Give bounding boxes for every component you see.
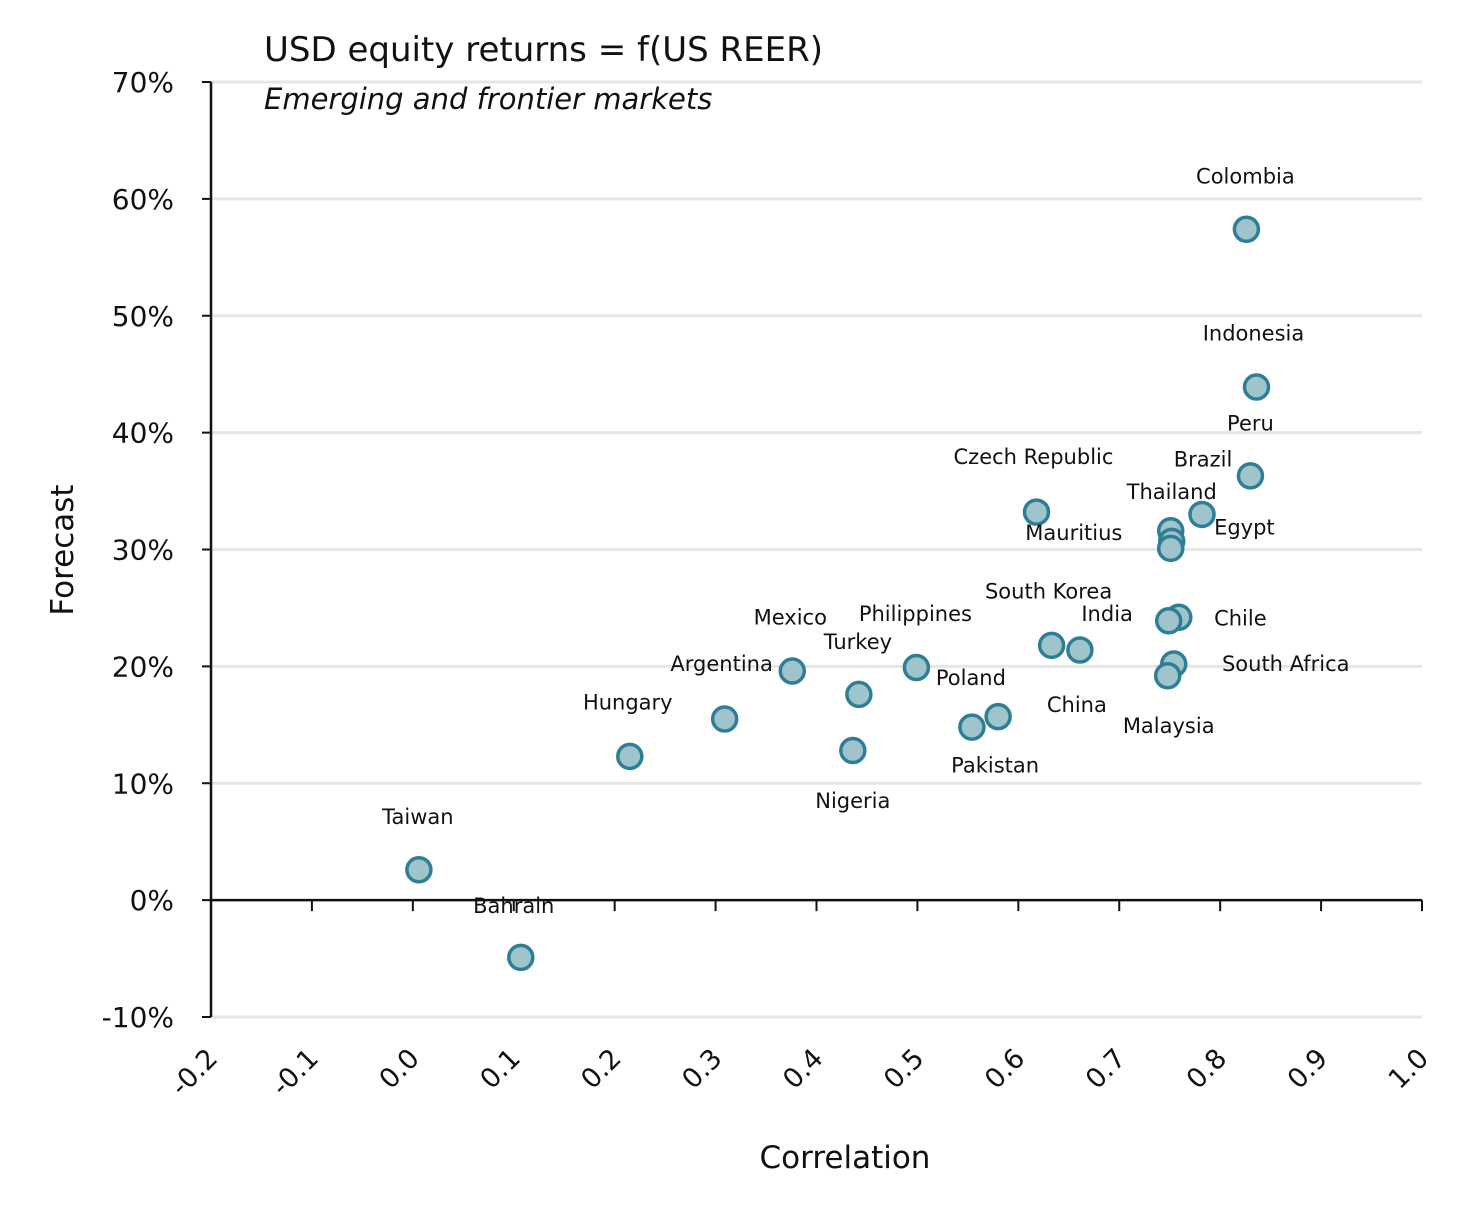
- x-tick-label: 0.5: [878, 1043, 930, 1095]
- x-tick-label: 0.7: [1080, 1043, 1132, 1095]
- x-tick-label: 0.6: [979, 1043, 1031, 1095]
- data-point: [1236, 462, 1265, 490]
- x-tick-label: 0.1: [474, 1043, 526, 1095]
- point-label: Hungary: [583, 691, 673, 715]
- gridlines: [211, 80, 1422, 1019]
- point-label: Brazil: [1174, 448, 1233, 472]
- x-tick-label: 0.9: [1282, 1043, 1334, 1095]
- point-label: Colombia: [1196, 165, 1295, 189]
- x-tick-labels: -0.2 -0.1 0.0 0.1 0.2 0.3 0.4 0.5 0.6 0.7 0.8 0.9 1.…: [165, 1043, 1435, 1102]
- y-tick-label: 60%: [112, 183, 174, 216]
- y-tick-label: 0%: [130, 884, 174, 917]
- point-label: India: [1081, 602, 1133, 626]
- data-point: [507, 943, 535, 972]
- point-label: South Africa: [1222, 652, 1350, 676]
- data-point: [1242, 373, 1271, 401]
- point-label: Philippines: [859, 602, 972, 626]
- point-label: Peru: [1227, 411, 1274, 435]
- data-points: [405, 215, 1271, 972]
- data-point: [1154, 607, 1183, 635]
- y-tick-label: 70%: [112, 66, 174, 99]
- point-label: Thailand: [1126, 480, 1217, 504]
- x-tick-label: 0.0: [373, 1043, 425, 1095]
- point-label: Mauritius: [1025, 521, 1122, 545]
- y-tick-labels: -10% 0% 10% 20% 30% 40% 50% 60% 70%: [102, 66, 174, 1034]
- x-tick-label: -0.2: [165, 1043, 224, 1102]
- data-point: [902, 653, 931, 682]
- point-label: Czech Republic: [954, 445, 1114, 469]
- y-tick-label: 20%: [112, 650, 174, 683]
- chart-subtitle: Emerging and frontier markets: [264, 82, 713, 116]
- y-tick-label: 50%: [112, 300, 174, 333]
- y-tick-label: 10%: [112, 767, 174, 800]
- data-point: [1022, 498, 1051, 526]
- data-point: [616, 742, 644, 771]
- y-tick-label: -10%: [102, 1001, 174, 1034]
- x-tick-label: 0.3: [676, 1043, 728, 1095]
- data-point: [1156, 534, 1185, 563]
- point-label: Nigeria: [815, 789, 890, 813]
- data-point: [839, 736, 867, 765]
- x-tick-label: 0.2: [575, 1043, 627, 1095]
- data-point: [1232, 215, 1261, 244]
- axes: [202, 81, 1423, 1018]
- data-point: [710, 705, 739, 733]
- data-point: [958, 713, 986, 741]
- x-tick-label: 0.4: [777, 1043, 829, 1095]
- point-labels: Colombia Indonesia Peru Brazil Czech Republi…: [381, 165, 1349, 918]
- point-label: Bahrain: [473, 894, 554, 918]
- data-point: [845, 680, 873, 709]
- data-point: [778, 657, 807, 685]
- point-label: Poland: [936, 666, 1006, 690]
- data-point: [1066, 636, 1094, 664]
- x-tick-label: 0.8: [1181, 1043, 1233, 1095]
- y-tick-label: 30%: [112, 534, 174, 567]
- point-label: Mexico: [754, 605, 827, 629]
- point-label: Malaysia: [1123, 714, 1215, 738]
- chart-title: USD equity returns = f(US REER): [264, 30, 823, 70]
- point-label: Indonesia: [1203, 321, 1305, 345]
- point-label: South Korea: [985, 580, 1112, 604]
- data-point: [1153, 661, 1182, 690]
- point-label: China: [1047, 693, 1107, 717]
- data-point: [1188, 500, 1216, 529]
- y-axis-title: Forecast: [45, 484, 81, 615]
- point-label: Chile: [1214, 606, 1267, 630]
- point-label: Pakistan: [951, 754, 1039, 778]
- y-tick-label: 40%: [112, 417, 174, 450]
- point-label: Argentina: [670, 652, 772, 676]
- x-tick-label: 1.0: [1383, 1043, 1435, 1095]
- point-label: Taiwan: [381, 805, 453, 829]
- x-tick-label: -0.1: [266, 1043, 325, 1102]
- data-point: [1037, 631, 1066, 660]
- data-point: [984, 702, 1012, 731]
- x-axis-title: Correlation: [760, 1140, 931, 1176]
- point-label: Turkey: [823, 630, 892, 654]
- data-point: [405, 855, 433, 884]
- point-label: Egypt: [1214, 515, 1275, 539]
